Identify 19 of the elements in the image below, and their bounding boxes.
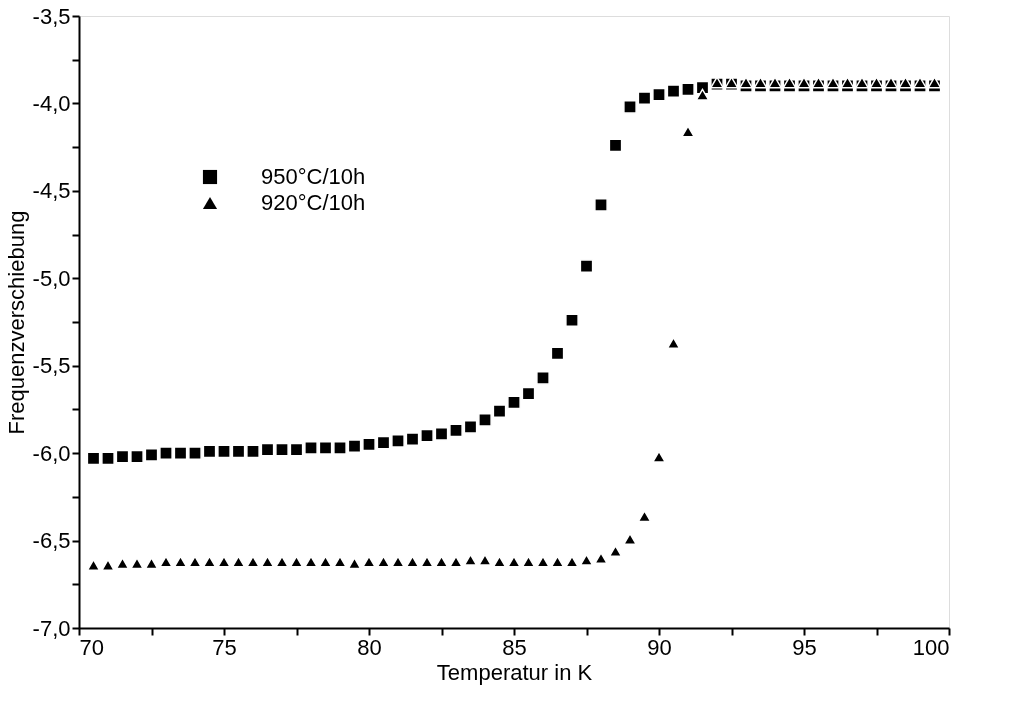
x-tick-label: 85: [502, 634, 527, 660]
y-tick-label: -7,0: [32, 615, 71, 641]
legend-label: 950°C/10h: [261, 164, 366, 189]
y-axis-title: Frequenzverschiebung: [3, 210, 29, 435]
x-tick-label: 100: [912, 634, 950, 660]
y-tick-label: -4,5: [32, 178, 71, 204]
y-tick-label: -3,5: [32, 3, 71, 29]
x-axis-title: Temperatur in K: [436, 659, 593, 685]
y-tick-label: -4,0: [32, 90, 71, 116]
x-tick-label: 95: [792, 634, 817, 660]
x-tick-label: 90: [647, 634, 672, 660]
y-tick-label: -5,5: [32, 353, 71, 379]
x-tick-label: 70: [79, 634, 104, 660]
legend-label: 920°C/10h: [261, 190, 366, 215]
y-tick-label: -5,0: [32, 265, 71, 291]
y-tick-label: -6,5: [32, 528, 71, 554]
y-tick-label: -6,0: [32, 440, 71, 466]
x-tick-label: 80: [357, 634, 382, 660]
x-tick-label: 75: [212, 634, 237, 660]
